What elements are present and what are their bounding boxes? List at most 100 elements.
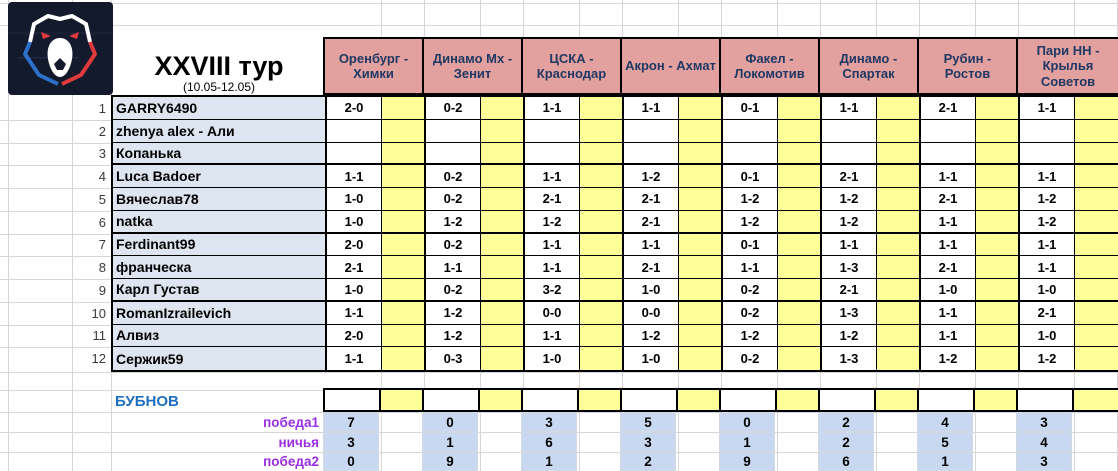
stat-label[interactable]: победа1: [263, 414, 319, 430]
score-cell[interactable]: 1-1: [919, 301, 975, 325]
score-cell[interactable]: 1-2: [1018, 210, 1074, 234]
stat-gap-cell[interactable]: [973, 432, 1016, 452]
score-cell[interactable]: 0-2: [721, 347, 777, 370]
stat-gap-cell[interactable]: [676, 412, 719, 432]
points-cell[interactable]: [678, 165, 721, 188]
row-number[interactable]: 1: [98, 100, 106, 116]
points-cell[interactable]: [777, 119, 820, 143]
points-cell[interactable]: [678, 256, 721, 279]
bubnov-score-cell[interactable]: [818, 388, 874, 412]
points-cell[interactable]: [876, 301, 919, 325]
points-cell[interactable]: [381, 256, 424, 279]
points-cell[interactable]: [381, 347, 424, 370]
points-cell[interactable]: [579, 301, 622, 325]
stat-value-cell[interactable]: 3: [620, 432, 676, 452]
stat-gap-cell[interactable]: [478, 412, 521, 432]
score-cell[interactable]: 1-2: [820, 188, 876, 211]
points-cell[interactable]: [777, 279, 820, 302]
match-header-cell[interactable]: Оренбург - Химки: [323, 37, 422, 95]
points-cell[interactable]: [480, 324, 523, 348]
points-cell[interactable]: [678, 210, 721, 234]
score-cell[interactable]: 1-1: [523, 324, 579, 348]
stat-gap-cell[interactable]: [1072, 412, 1118, 432]
bubnov-score-cell[interactable]: [917, 388, 973, 412]
match-header-cell[interactable]: Динамо Мх - Зенит: [422, 37, 521, 95]
score-cell[interactable]: 2-1: [1018, 301, 1074, 325]
score-cell[interactable]: 1-0: [1018, 324, 1074, 348]
bubnov-score-cell[interactable]: [422, 388, 478, 412]
score-cell[interactable]: 2-1: [622, 256, 678, 279]
score-cell[interactable]: 1-1: [820, 233, 876, 257]
stat-value-cell[interactable]: 1: [719, 432, 775, 452]
stat-gap-cell[interactable]: [577, 452, 620, 471]
score-cell[interactable]: 1-2: [424, 324, 480, 348]
score-cell[interactable]: 1-1: [523, 165, 579, 188]
score-cell[interactable]: 1-2: [622, 165, 678, 188]
bubnov-points-cell[interactable]: [775, 388, 818, 412]
points-cell[interactable]: [381, 142, 424, 166]
row-number[interactable]: 9: [98, 282, 106, 298]
stat-gap-cell[interactable]: [577, 412, 620, 432]
score-cell[interactable]: [424, 142, 480, 166]
score-cell[interactable]: 0-2: [424, 188, 480, 211]
score-cell[interactable]: [424, 119, 480, 143]
stat-value-cell[interactable]: 6: [818, 452, 874, 471]
stat-gap-cell[interactable]: [676, 452, 719, 471]
score-cell[interactable]: 1-1: [523, 233, 579, 257]
score-cell[interactable]: 1-1: [523, 256, 579, 279]
row-number[interactable]: 8: [98, 260, 106, 276]
player-name-cell[interactable]: Сержик59: [113, 347, 325, 370]
points-cell[interactable]: [480, 165, 523, 188]
stat-gap-cell[interactable]: [478, 432, 521, 452]
player-name-cell[interactable]: Luca Badoer: [113, 165, 325, 188]
stat-gap-cell[interactable]: [478, 452, 521, 471]
points-cell[interactable]: [975, 279, 1018, 302]
score-cell[interactable]: 1-1: [820, 97, 876, 120]
stat-value-cell[interactable]: 0: [719, 412, 775, 432]
score-cell[interactable]: 2-0: [325, 97, 381, 120]
score-cell[interactable]: 1-1: [325, 347, 381, 370]
score-cell[interactable]: 2-1: [325, 256, 381, 279]
score-cell[interactable]: 2-1: [919, 97, 975, 120]
score-cell[interactable]: 1-2: [820, 324, 876, 348]
stat-gap-cell[interactable]: [775, 432, 818, 452]
points-cell[interactable]: [777, 324, 820, 348]
row-number[interactable]: 6: [98, 214, 106, 230]
points-cell[interactable]: [1074, 301, 1118, 325]
score-cell[interactable]: 1-0: [325, 279, 381, 302]
score-cell[interactable]: 1-0: [325, 188, 381, 211]
points-cell[interactable]: [876, 210, 919, 234]
score-cell[interactable]: 1-1: [1018, 233, 1074, 257]
row-number[interactable]: 3: [98, 146, 106, 162]
bubnov-points-cell[interactable]: [478, 388, 521, 412]
score-cell[interactable]: 2-1: [820, 279, 876, 302]
match-header-cell[interactable]: Факел - Локомотив: [719, 37, 818, 95]
bubnov-points-cell[interactable]: [1072, 388, 1118, 412]
score-cell[interactable]: 1-1: [919, 233, 975, 257]
player-name-cell[interactable]: GARRY6490: [113, 97, 325, 120]
score-cell[interactable]: [721, 142, 777, 166]
score-cell[interactable]: [919, 142, 975, 166]
player-name-cell[interactable]: natka: [113, 210, 325, 234]
points-cell[interactable]: [480, 97, 523, 120]
stat-gap-cell[interactable]: [1072, 432, 1118, 452]
score-cell[interactable]: 1-1: [1018, 165, 1074, 188]
points-cell[interactable]: [480, 210, 523, 234]
score-cell[interactable]: [1018, 119, 1074, 143]
points-cell[interactable]: [777, 142, 820, 166]
row-number[interactable]: 11: [92, 328, 107, 344]
score-cell[interactable]: 0-0: [622, 301, 678, 325]
stat-value-cell[interactable]: 4: [917, 412, 973, 432]
points-cell[interactable]: [1074, 324, 1118, 348]
score-cell[interactable]: 1-1: [919, 165, 975, 188]
points-cell[interactable]: [381, 165, 424, 188]
points-cell[interactable]: [579, 142, 622, 166]
score-cell[interactable]: [919, 119, 975, 143]
points-cell[interactable]: [876, 324, 919, 348]
points-cell[interactable]: [975, 210, 1018, 234]
row-number[interactable]: 5: [98, 191, 106, 207]
points-cell[interactable]: [381, 233, 424, 257]
score-cell[interactable]: 0-2: [424, 165, 480, 188]
points-cell[interactable]: [975, 119, 1018, 143]
score-cell[interactable]: 2-1: [622, 210, 678, 234]
